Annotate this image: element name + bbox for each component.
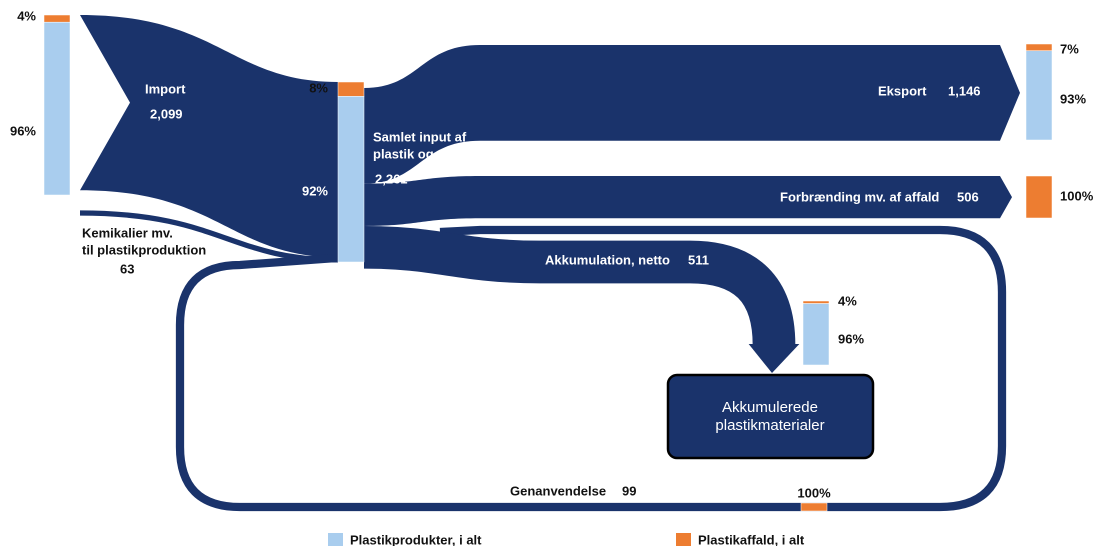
pct-label: 7%: [1060, 41, 1079, 56]
pct-label: 100%: [1060, 188, 1094, 203]
stock-label: Akkumulerede: [722, 399, 818, 416]
incineration-flow: [364, 176, 1012, 226]
flow-label: til plastikproduktion: [82, 242, 206, 257]
products-segment: [43, 21, 71, 196]
flow-value: 1,146: [948, 83, 981, 98]
products-segment: [1025, 50, 1053, 141]
flow-label: Akkumulation, netto: [545, 252, 670, 267]
waste-segment: [1025, 43, 1053, 51]
node-label: Samlet input af: [373, 129, 467, 144]
products-segment: [337, 96, 365, 263]
pct-label: 4%: [838, 293, 857, 308]
flow-label: Kemikalier mv.: [82, 225, 173, 240]
flow-label: Genanvendelse: [510, 483, 606, 498]
legend-swatch: [328, 533, 343, 546]
legend-label: Plastikprodukter, i alt: [350, 532, 482, 546]
stock-label: plastikmaterialer: [715, 417, 824, 434]
waste-segment: [1025, 175, 1053, 219]
export-flow: [364, 45, 1020, 184]
pct-label: 93%: [1060, 91, 1086, 106]
import-flow: [80, 15, 338, 258]
accumulation-arrow: [748, 344, 800, 373]
legend-swatch: [676, 533, 691, 546]
flow-value: 63: [120, 261, 134, 276]
legend-label: Plastikaffald, i alt: [698, 532, 805, 546]
node-value: 2,261: [375, 171, 408, 186]
flow-label: Eksport: [878, 83, 927, 98]
pct-label: 96%: [10, 123, 36, 138]
recycling-flow: [175, 225, 1007, 512]
waste-segment: [802, 300, 830, 304]
waste-segment: [43, 14, 71, 23]
stock-box: [666, 373, 875, 460]
pct-label: 8%: [309, 80, 328, 95]
flow-label: Forbrænding mv. af affald: [780, 189, 939, 204]
pct-label: 96%: [838, 331, 864, 346]
waste-segment: [337, 81, 365, 97]
node-label: plastik og råstoffer: [373, 146, 490, 161]
waste-segment: [800, 502, 828, 512]
products-segment: [802, 303, 830, 366]
flow-value: 511: [688, 252, 709, 267]
accumulation-flow: [363, 225, 796, 346]
flow-value: 506: [957, 189, 979, 204]
pct-label: 4%: [17, 8, 36, 23]
pct-label: 92%: [302, 183, 328, 198]
flow-label: Import: [145, 81, 186, 96]
flow-value: 99: [622, 483, 636, 498]
flow-value: 2,099: [150, 106, 183, 121]
pct-label: 100%: [797, 485, 831, 500]
